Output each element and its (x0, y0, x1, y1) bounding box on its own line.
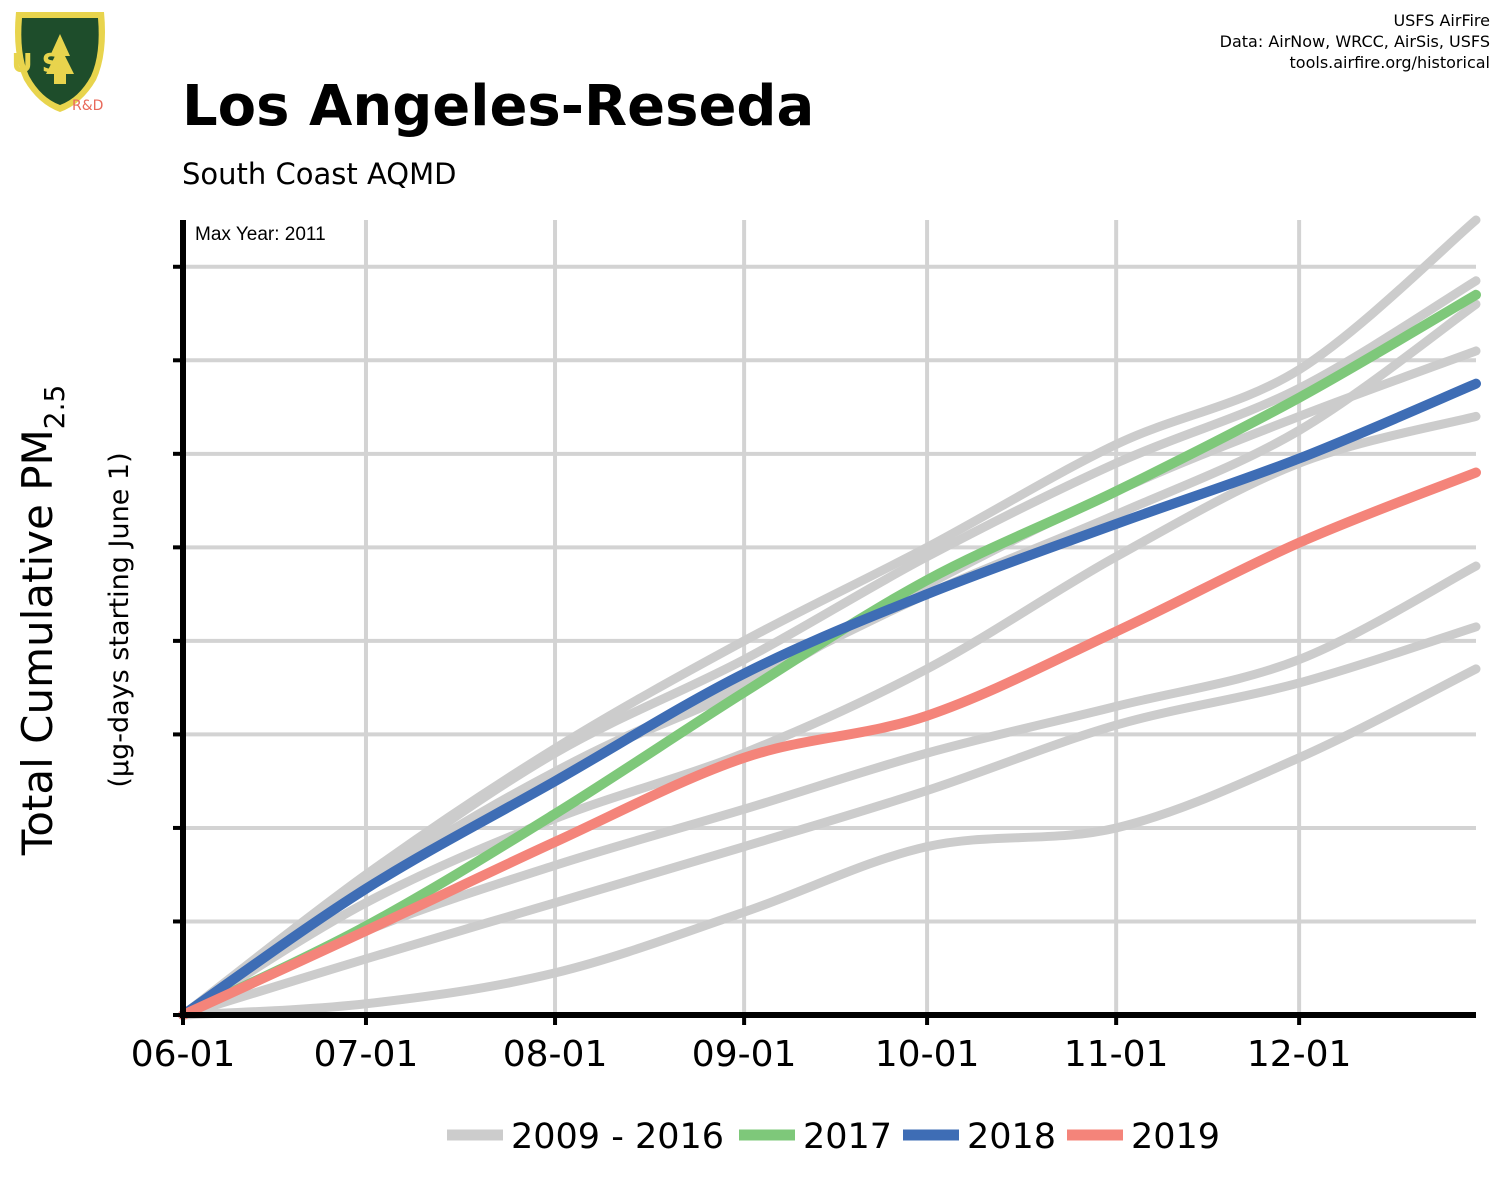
y-axis-units-text: (µg-days starting June 1) (104, 452, 135, 787)
credit-url: tools.airfire.org/historical (1289, 53, 1490, 72)
x-tick-label-09-01: 09-01 (692, 1034, 797, 1075)
x-tick-label-07-01: 07-01 (314, 1034, 419, 1075)
series-line-2019 (178, 467, 1481, 1020)
logo-letters: U S (12, 49, 61, 79)
max-year-annotation: Max Year: 2011 (195, 224, 326, 245)
background-year-line-7 (178, 622, 1481, 1020)
logo-tag: R&D (72, 98, 104, 114)
background-series-group (178, 215, 1481, 1020)
svg-text:Total Cumulative PM2.5: Total Cumulative PM2.5 (13, 385, 71, 857)
legend-label-2: 2017 (803, 1117, 892, 1157)
forest-service-shield-icon: U S (12, 12, 105, 112)
x-tick-labels: 06-01 07-01 08-01 09-01 10-01 11-01 12-01 (131, 1034, 1352, 1075)
credit-source: USFS AirFire (1393, 11, 1490, 30)
highlight-series-group (178, 289, 1481, 1020)
y-axis-title: Total Cumulative PM (13, 429, 62, 856)
x-tick-label-06-01: 06-01 (131, 1034, 236, 1075)
background-year-line-2 (178, 276, 1481, 1020)
x-tick-label-10-01: 10-01 (875, 1034, 980, 1075)
page-subtitle: South Coast AQMD (182, 157, 457, 191)
background-year-line-5 (178, 411, 1481, 1020)
y-axis-title-subscript: 2.5 (38, 385, 71, 430)
axes (173, 220, 1476, 1025)
series-line-2018 (178, 378, 1481, 1020)
credit-data: Data: AirNow, WRCC, AirSis, USFS (1219, 32, 1490, 51)
y-axis-units: (µg-days starting June 1) (104, 452, 135, 787)
legend: 2009 - 2016 2017 2018 2019 (447, 1117, 1220, 1157)
x-tick-label-11-01: 11-01 (1064, 1034, 1169, 1075)
background-year-line-8 (178, 664, 1481, 1020)
x-tick-label-08-01: 08-01 (503, 1034, 608, 1075)
legend-label-4: 2019 (1131, 1117, 1220, 1157)
page-title: Los Angeles-Reseda (182, 74, 815, 139)
legend-label-3: 2018 (967, 1117, 1056, 1157)
forest-service-logo: U S (8, 8, 112, 118)
series-line-2017 (178, 289, 1481, 1020)
x-tick-label-12-01: 12-01 (1247, 1034, 1352, 1075)
credits: USFS AirFire Data: AirNow, WRCC, AirSis,… (1220, 10, 1490, 73)
legend-label-1: 2009 - 2016 (511, 1117, 724, 1157)
y-axis-label: Total Cumulative PM2.5 (13, 385, 71, 857)
